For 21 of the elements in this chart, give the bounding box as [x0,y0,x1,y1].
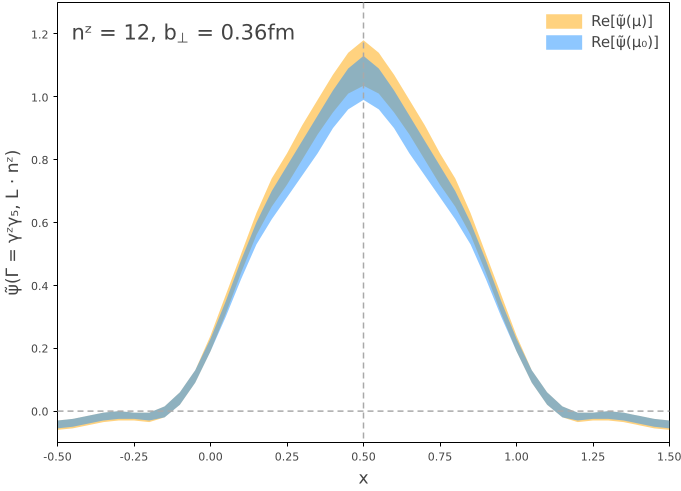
annotation: nᶻ = 12, b⊥ = 0.36fm [72,20,296,46]
x-tick-label: -0.25 [120,450,148,464]
x-tick-label: 0.00 [198,450,223,464]
y-tick-label: 0.2 [31,342,49,356]
x-tick-label: 1.25 [580,450,606,464]
y-axis-title: ψ̃(Γ = γᶻγ₅, L · nᶻ) [3,150,24,296]
x-tick-label: 1.50 [657,450,681,464]
y-tick-label: 0.8 [31,154,49,168]
y-tick-label: 0.6 [31,217,49,230]
x-tick-label: 0.25 [274,450,300,464]
x-tick-label: 1.00 [504,450,529,464]
legend-label: Re[ψ̃(μ₀)] [591,33,659,51]
x-axis-title: x [358,468,369,488]
y-tick-label: 1.2 [31,28,49,42]
legend-label: Re[ψ̃(μ)] [591,12,653,30]
x-tick-label: -0.50 [43,450,72,464]
x-tick-label: 0.50 [351,450,376,464]
y-tick-label: 0.4 [31,280,49,293]
y-tick-label: 1.0 [31,91,49,104]
x-tick-label: 0.75 [428,450,452,464]
y-tick-label: 0.0 [31,406,49,419]
